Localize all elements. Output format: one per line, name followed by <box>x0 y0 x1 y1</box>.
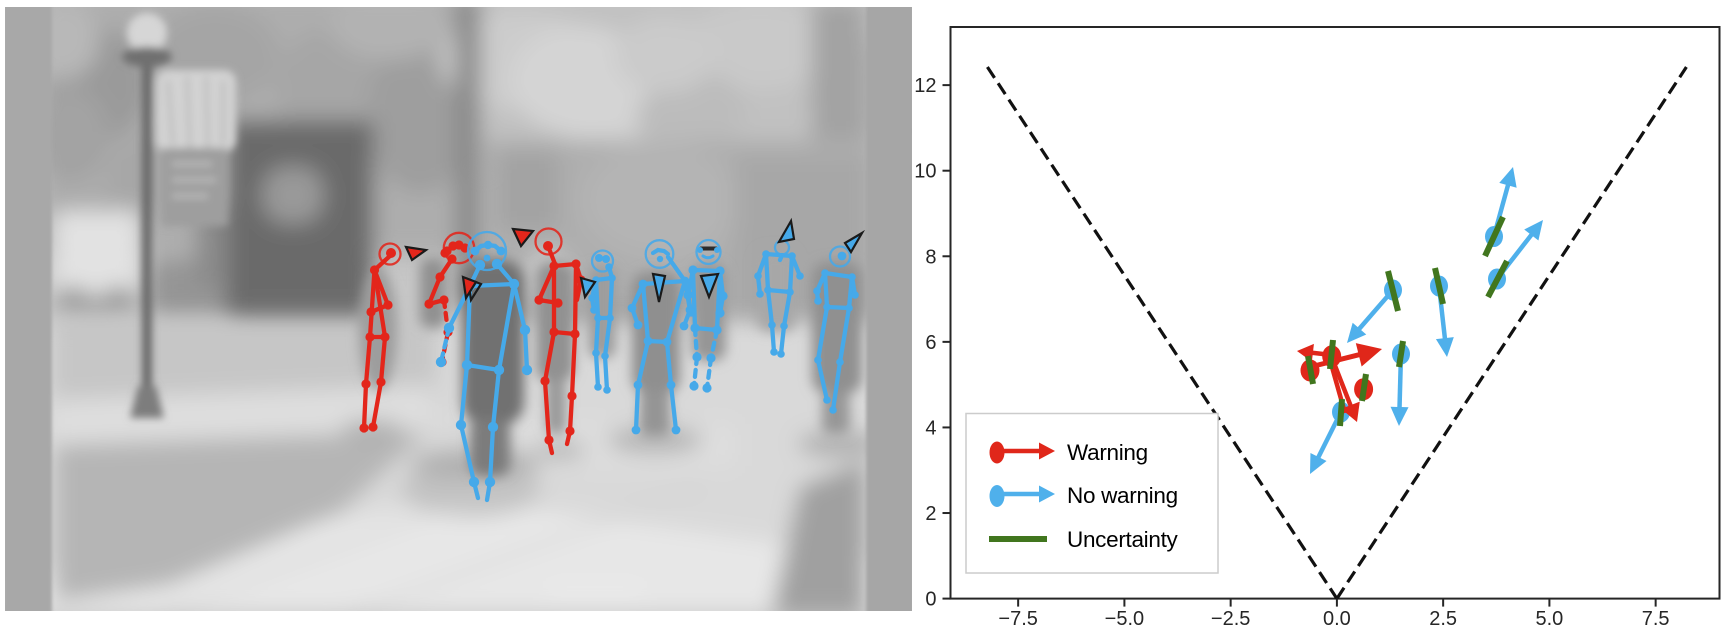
svg-text:7.5: 7.5 <box>1642 608 1670 630</box>
svg-text:2.5: 2.5 <box>1429 608 1457 630</box>
svg-text:12: 12 <box>914 75 936 97</box>
svg-text:4: 4 <box>925 417 936 439</box>
svg-text:−5.0: −5.0 <box>1105 608 1144 630</box>
svg-text:2: 2 <box>925 503 936 525</box>
svg-text:−2.5: −2.5 <box>1211 608 1250 630</box>
svg-text:Uncertainty: Uncertainty <box>1067 527 1179 552</box>
svg-text:0.0: 0.0 <box>1323 608 1351 630</box>
svg-text:6: 6 <box>925 332 936 354</box>
svg-text:8: 8 <box>925 246 936 268</box>
svg-text:−7.5: −7.5 <box>998 608 1037 630</box>
svg-text:No warning: No warning <box>1067 483 1178 508</box>
svg-text:10: 10 <box>914 161 936 183</box>
svg-text:0: 0 <box>925 589 936 611</box>
svg-text:5.0: 5.0 <box>1535 608 1563 630</box>
svg-text:Warning: Warning <box>1067 440 1148 465</box>
